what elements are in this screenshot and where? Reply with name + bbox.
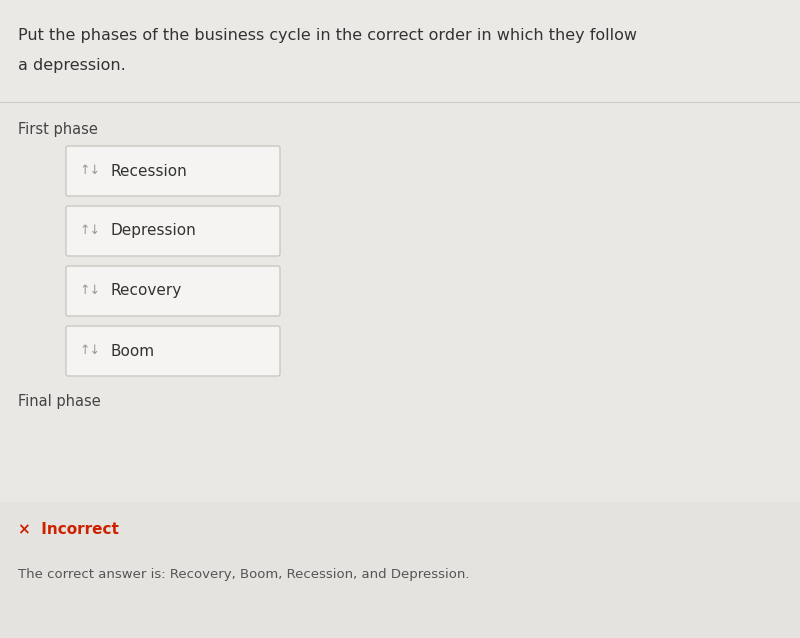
Text: The correct answer is: Recovery, Boom, Recession, and Depression.: The correct answer is: Recovery, Boom, R… [18, 568, 470, 581]
Text: ↑↓: ↑↓ [79, 345, 101, 357]
FancyBboxPatch shape [66, 146, 280, 196]
Text: a depression.: a depression. [18, 58, 126, 73]
Bar [0, 102, 800, 502]
Text: Put the phases of the business cycle in the correct order in which they follow: Put the phases of the business cycle in … [18, 28, 637, 43]
Text: ↑↓: ↑↓ [79, 165, 101, 177]
Bar [0, 502, 800, 638]
Text: ↑↓: ↑↓ [79, 285, 101, 297]
Text: ×  Incorrect: × Incorrect [18, 522, 119, 537]
Text: Depression: Depression [110, 223, 196, 239]
FancyBboxPatch shape [66, 266, 280, 316]
Text: First phase: First phase [18, 122, 98, 137]
FancyBboxPatch shape [66, 326, 280, 376]
Bar [0, 0, 800, 105]
Text: Final phase: Final phase [18, 394, 101, 409]
FancyBboxPatch shape [66, 206, 280, 256]
Text: Boom: Boom [110, 343, 154, 359]
Text: Recession: Recession [110, 163, 186, 179]
Text: Recovery: Recovery [110, 283, 182, 299]
Text: ↑↓: ↑↓ [79, 225, 101, 237]
